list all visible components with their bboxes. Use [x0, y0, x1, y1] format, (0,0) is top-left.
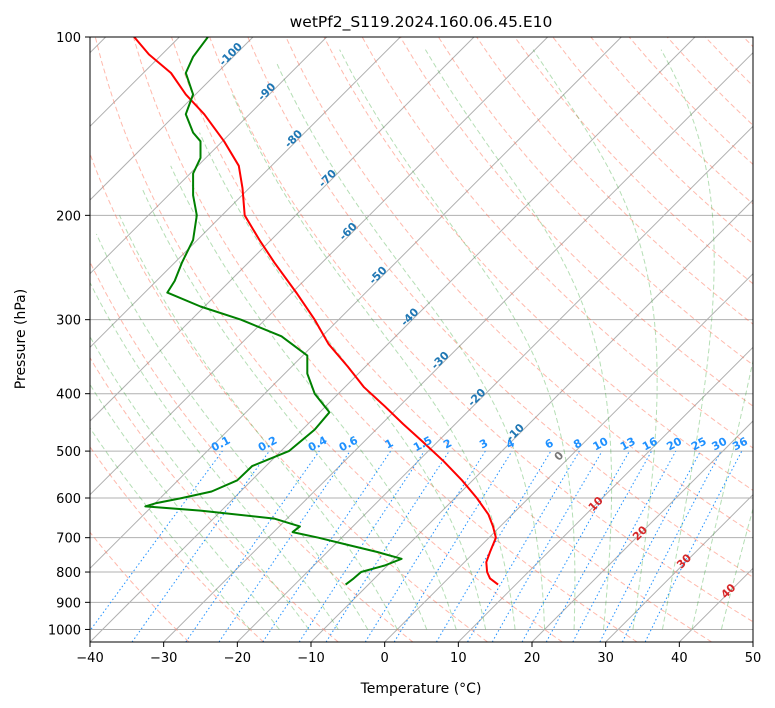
x-tick-label: −40	[76, 651, 103, 666]
mixing-ratio-line	[521, 450, 630, 642]
y-tick-label: 1000	[48, 623, 81, 638]
moist-adiabat	[90, 383, 280, 630]
mixing-ratio-line	[218, 450, 351, 642]
y-tick-label: 900	[56, 596, 81, 611]
moist-adiabat	[424, 49, 613, 630]
x-tick-label: −30	[150, 651, 177, 666]
isotherm	[457, 346, 753, 642]
moist-adiabat	[232, 94, 516, 630]
isotherm	[236, 125, 753, 642]
dry-adiabat	[514, 37, 753, 285]
dry-adiabat	[90, 531, 190, 642]
y-tick-label: 300	[56, 314, 81, 329]
dry-adiabat	[90, 260, 414, 642]
mixing-ratio-line	[325, 450, 450, 642]
y-tick-label: 800	[56, 566, 81, 581]
x-tick-label: 30	[597, 651, 614, 666]
moist-adiabat	[720, 506, 753, 630]
isotherm	[90, 37, 401, 349]
mixing-ratio-line	[262, 450, 392, 642]
dry-adiabat	[90, 356, 339, 642]
isotherm	[90, 37, 328, 275]
isotherm	[752, 641, 753, 642]
isotherm	[384, 272, 753, 642]
y-axis-label: Pressure (hPa)	[13, 289, 29, 389]
mixing-ratio-line	[90, 450, 223, 632]
x-tick-label: 10	[450, 651, 467, 666]
x-tick-label: −10	[297, 651, 324, 666]
dry-adiabat	[437, 37, 753, 366]
y-tick-label: 500	[56, 445, 81, 460]
chart-title: wetPf2_S119.2024.160.06.45.E10	[290, 13, 553, 32]
isotherm	[90, 37, 696, 642]
mixing-ratio-label: 10	[591, 435, 611, 454]
dry-adiabat	[90, 446, 264, 642]
series-line-0	[133, 37, 499, 586]
moist-adiabat	[532, 49, 658, 630]
mixing-ratio-label: 16	[640, 435, 660, 454]
moist-adiabat	[90, 427, 251, 630]
dry-adiabat	[399, 37, 753, 407]
mixing-ratio-label: 36	[730, 435, 750, 454]
isotherm	[90, 37, 475, 422]
y-axis: 100 200 300 400 500 600 700 800 900 1000	[48, 31, 90, 638]
dry-adiabat	[361, 37, 753, 449]
dry-adiabat	[90, 152, 488, 642]
y-tick-label: 700	[56, 532, 81, 547]
y-tick-label: 100	[56, 31, 81, 46]
moist-adiabat	[660, 49, 715, 630]
series-line-1	[144, 37, 403, 586]
y-tick-label: 200	[56, 209, 81, 224]
isotherm	[90, 37, 622, 570]
moist-adiabat	[95, 233, 369, 630]
mixing-ratio-label: 30	[710, 435, 730, 454]
dry-adiabat	[285, 37, 753, 535]
moist-adiabat	[90, 335, 310, 630]
mixing-ratio-line	[545, 450, 653, 642]
moist-adiabat	[90, 281, 339, 630]
moist-adiabat	[691, 358, 753, 630]
series-lines	[133, 37, 499, 586]
x-tick-label: 0	[381, 651, 389, 666]
moist-adiabat	[119, 215, 398, 630]
isotherm	[531, 420, 753, 642]
mixing-ratio-line	[298, 450, 425, 642]
moist-adiabat	[141, 187, 428, 630]
isotherm	[605, 493, 753, 642]
plot-frame	[89, 36, 754, 643]
x-tick-label: 20	[524, 651, 541, 666]
mixing-ratio-label: 25	[689, 435, 709, 454]
moist-adiabat	[275, 61, 546, 630]
y-tick-label: 600	[56, 492, 81, 507]
isotherm	[90, 37, 254, 201]
isotherm	[90, 37, 549, 496]
isotherm	[310, 199, 753, 642]
isotherm	[163, 51, 753, 642]
dry-adiabat	[323, 37, 753, 491]
mixing-ratio-line	[185, 450, 320, 642]
x-tick-label: 50	[745, 651, 762, 666]
mixing-ratio-label: 13	[618, 435, 638, 454]
mixing-ratio-line	[644, 450, 743, 642]
mixing-ratio-line	[572, 450, 677, 642]
mixing-ratio-line	[131, 450, 270, 642]
x-axis-label: Temperature (°C)	[360, 681, 482, 697]
plot-background	[90, 37, 753, 642]
dry-adiabat	[247, 37, 753, 578]
dry-adiabat	[171, 37, 712, 642]
dry-adiabat	[94, 37, 563, 642]
x-tick-label: −20	[224, 651, 251, 666]
background-lines	[90, 37, 753, 642]
mixing-ratio-label: 20	[664, 435, 684, 454]
dry-adiabat	[132, 37, 638, 642]
mixing-ratio-line	[393, 450, 513, 642]
moist-adiabat	[199, 132, 487, 630]
x-tick-label: 40	[671, 651, 688, 666]
dry-adiabat	[209, 37, 753, 623]
x-axis: −40 −30 −20 −10 0 10 20 30 40 50	[76, 642, 761, 666]
moist-adiabat	[170, 165, 457, 630]
y-tick-label: 400	[56, 388, 81, 403]
